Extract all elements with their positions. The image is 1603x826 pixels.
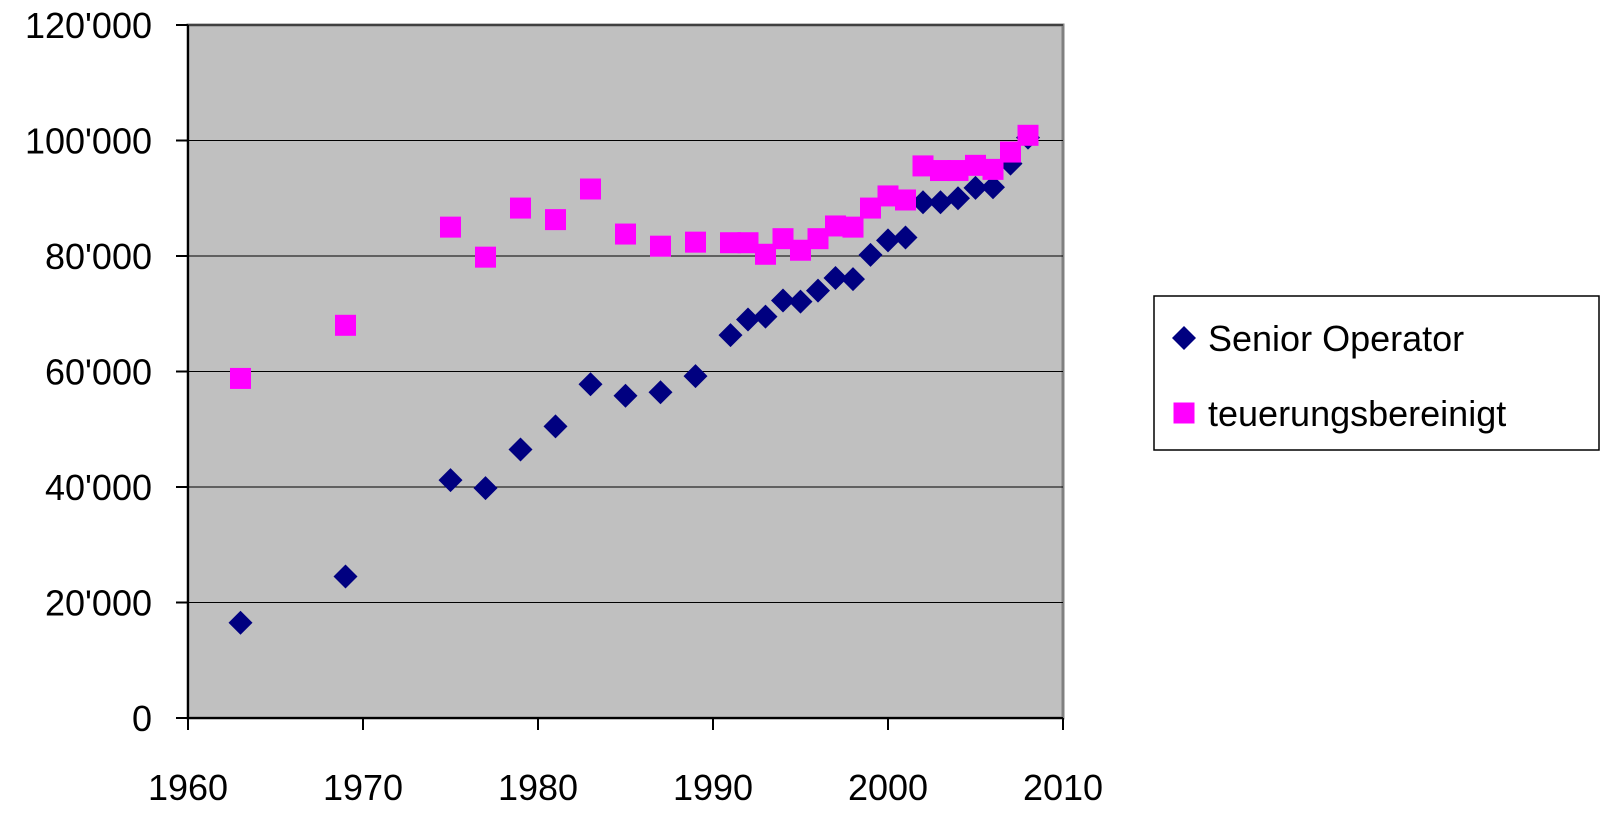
data-point	[807, 228, 829, 250]
data-point	[648, 380, 673, 405]
data-point	[755, 243, 776, 265]
data-point	[613, 383, 638, 408]
legend-item: Senior Operator	[1172, 318, 1464, 359]
data-point	[860, 197, 881, 219]
data-point	[335, 314, 356, 336]
gridlines	[188, 24, 1063, 603]
data-point	[543, 414, 568, 439]
data-point	[333, 564, 358, 589]
data-point	[946, 186, 970, 211]
data-point	[928, 190, 953, 215]
legend-label: teuerungsbereinigt	[1208, 393, 1506, 434]
data-point	[650, 235, 671, 257]
data-point	[737, 232, 759, 254]
series-teuerungsbereinigt	[230, 124, 1039, 389]
data-point	[473, 476, 498, 501]
data-point	[771, 288, 795, 313]
data-point	[230, 367, 251, 389]
data-point	[720, 232, 741, 254]
data-point	[578, 372, 603, 397]
data-point	[876, 228, 900, 253]
data-point	[965, 154, 986, 176]
data-point	[545, 209, 566, 231]
data-point	[963, 175, 988, 200]
data-point	[790, 239, 811, 261]
y-tick-label: 20'000	[45, 583, 152, 624]
legend-items: Senior Operator teuerungsbereinigt	[1172, 318, 1506, 434]
data-point	[895, 189, 916, 211]
data-point	[508, 437, 533, 462]
data-point	[981, 175, 1005, 200]
data-point	[877, 185, 899, 207]
data-point	[440, 216, 461, 238]
data-point	[683, 364, 708, 389]
y-tick-label: 100'000	[25, 121, 152, 162]
data-point	[806, 278, 830, 303]
data-point	[736, 307, 760, 332]
data-point	[1017, 124, 1039, 146]
data-point	[842, 216, 864, 238]
data-point	[753, 304, 778, 329]
y-tick-label: 60'000	[45, 352, 152, 393]
data-point	[772, 228, 794, 250]
legend-item: teuerungsbereinigt	[1173, 393, 1506, 434]
x-tick-label: 2000	[848, 767, 928, 808]
data-point	[930, 160, 951, 182]
y-tick-label: 0	[132, 698, 152, 739]
y-tick-label: 120'000	[25, 5, 152, 46]
data-point	[510, 197, 531, 219]
x-tick-label: 1980	[498, 767, 578, 808]
legend-box	[1153, 295, 1600, 451]
data-point	[788, 289, 813, 314]
x-tick-label: 2010	[1023, 767, 1103, 808]
x-axis-ticks: 1960 1970 1980 1990 2000 2010	[148, 718, 1103, 808]
y-axis-ticks: 0 20'000 40'000 60'000 80'000 100'000 120'000	[25, 5, 188, 739]
data-point	[823, 265, 848, 290]
data-point	[982, 158, 1004, 180]
data-point	[228, 610, 253, 635]
data-point	[893, 225, 918, 250]
y-tick-label: 40'000	[45, 467, 152, 508]
data-point	[911, 190, 935, 215]
data-point	[825, 215, 846, 237]
data-point	[841, 267, 865, 292]
data-point	[1000, 141, 1021, 163]
x-tick-label: 1960	[148, 767, 228, 808]
data-point	[475, 246, 496, 268]
data-point	[912, 155, 934, 177]
data-point	[615, 223, 636, 245]
data-point	[718, 323, 743, 348]
legend-label: Senior Operator	[1208, 318, 1464, 359]
data-point	[685, 231, 706, 253]
diamond-marker-icon	[1172, 326, 1196, 350]
data-point	[947, 160, 969, 182]
series-senior-operator	[228, 125, 1040, 635]
legend: Senior Operator teuerungsbereinigt	[1153, 295, 1600, 451]
square-marker-icon	[1173, 402, 1195, 424]
data-markers	[228, 124, 1040, 635]
x-tick-label: 1970	[323, 767, 403, 808]
data-point	[580, 178, 601, 200]
x-tick-label: 1990	[673, 767, 753, 808]
y-tick-label: 80'000	[45, 236, 152, 277]
data-point	[858, 242, 883, 267]
data-point	[438, 468, 463, 493]
